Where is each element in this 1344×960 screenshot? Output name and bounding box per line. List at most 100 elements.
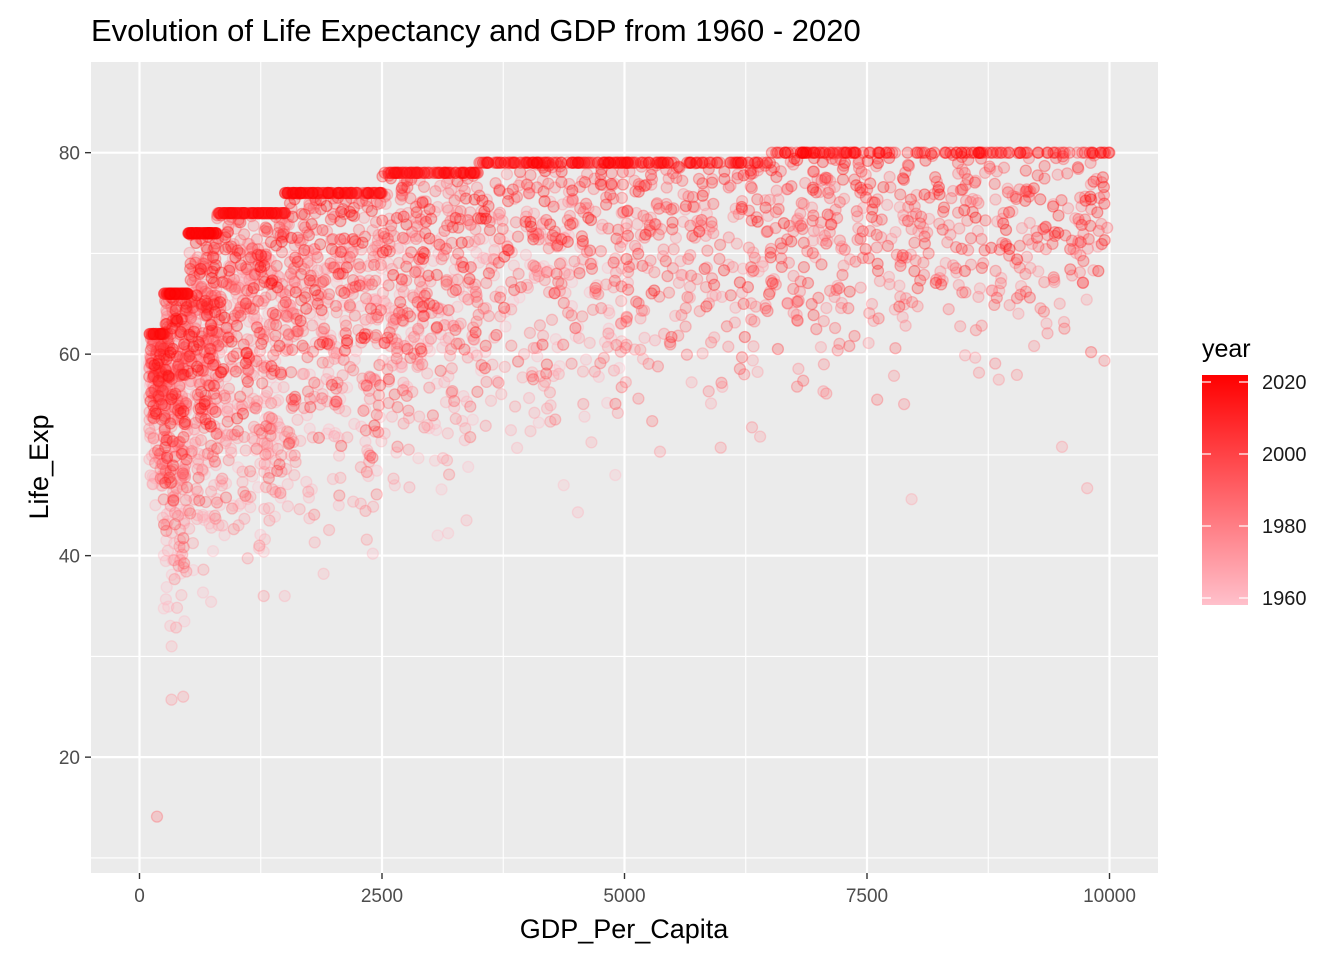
- data-point: [1009, 256, 1022, 270]
- data-point: [705, 176, 719, 189]
- data-point: [178, 415, 192, 429]
- data-point: [821, 234, 834, 248]
- data-point: [268, 510, 282, 523]
- data-point: [620, 252, 633, 266]
- data-point: [1098, 234, 1111, 247]
- data-point: [261, 206, 274, 220]
- data-point: [537, 379, 550, 392]
- data-point: [370, 195, 384, 208]
- data-point: [628, 174, 641, 187]
- data-point: [365, 278, 379, 291]
- data-point: [196, 403, 210, 416]
- data-point: [173, 534, 187, 547]
- data-point: [549, 333, 562, 346]
- data-point: [316, 275, 330, 288]
- data-point: [362, 469, 375, 483]
- data-point: [208, 479, 221, 492]
- data-point: [451, 300, 464, 313]
- data-point: [183, 350, 196, 363]
- data-point: [448, 394, 461, 408]
- data-point: [1034, 193, 1047, 206]
- data-point: [595, 222, 608, 235]
- data-point: [501, 194, 515, 208]
- data-point: [315, 325, 328, 339]
- data-point: [178, 514, 191, 527]
- data-point: [480, 252, 493, 266]
- data-point: [578, 410, 591, 423]
- data-point: [154, 390, 167, 403]
- data-point: [178, 332, 192, 345]
- data-point: [493, 184, 506, 197]
- data-point: [255, 337, 268, 351]
- data-point: [172, 358, 185, 371]
- data-point: [637, 304, 651, 317]
- data-point: [897, 209, 910, 222]
- data-point: [221, 207, 234, 220]
- data-point: [253, 353, 267, 366]
- data-point: [145, 449, 159, 462]
- y-axis-title: Life_Exp: [24, 414, 54, 519]
- data-point: [310, 223, 323, 236]
- data-point: [505, 339, 518, 352]
- data-point: [226, 206, 239, 220]
- data-point: [357, 211, 371, 224]
- data-point: [449, 412, 462, 425]
- data-point: [1090, 172, 1103, 186]
- data-point: [144, 430, 157, 444]
- data-point: [367, 250, 380, 263]
- data-point: [220, 370, 233, 383]
- data-point: [376, 214, 389, 227]
- data-point: [817, 358, 831, 371]
- data-point: [369, 374, 382, 387]
- data-point: [263, 514, 276, 527]
- data-point: [549, 364, 562, 377]
- data-point: [534, 261, 547, 275]
- data-point: [766, 277, 779, 290]
- data-point: [151, 339, 164, 352]
- data-point: [202, 251, 215, 264]
- data-point: [411, 337, 425, 350]
- data-point: [169, 287, 182, 301]
- data-point: [693, 224, 706, 238]
- data-point: [810, 322, 823, 336]
- data-point: [303, 307, 317, 320]
- data-point: [300, 302, 313, 315]
- data-point: [282, 329, 295, 342]
- data-point: [166, 554, 179, 567]
- data-point: [434, 328, 447, 341]
- data-point: [1031, 146, 1044, 159]
- data-point: [620, 315, 633, 328]
- data-point: [562, 185, 576, 198]
- data-point: [536, 217, 550, 231]
- data-point: [1064, 242, 1077, 256]
- data-point: [462, 293, 475, 306]
- data-point: [469, 285, 483, 299]
- data-point: [169, 489, 182, 502]
- data-point: [508, 400, 522, 413]
- data-point: [610, 232, 623, 245]
- data-point: [234, 243, 247, 256]
- data-point: [189, 349, 203, 363]
- data-point: [316, 308, 330, 321]
- data-point: [343, 256, 356, 270]
- data-point: [201, 355, 214, 368]
- data-point: [762, 288, 776, 301]
- data-point: [894, 255, 907, 268]
- data-point: [165, 440, 178, 453]
- data-point: [781, 146, 794, 159]
- data-point: [777, 217, 791, 230]
- data-point: [165, 568, 179, 581]
- data-point: [173, 414, 186, 427]
- data-point: [479, 419, 492, 432]
- data-point: [911, 146, 924, 159]
- data-point: [557, 231, 571, 244]
- data-point: [431, 200, 444, 214]
- data-point: [341, 283, 355, 296]
- data-point: [430, 321, 444, 334]
- data-point: [760, 225, 773, 239]
- data-point: [313, 314, 327, 327]
- data-point: [490, 328, 503, 342]
- data-point: [246, 206, 260, 220]
- data-point: [917, 221, 930, 234]
- data-point: [398, 183, 411, 197]
